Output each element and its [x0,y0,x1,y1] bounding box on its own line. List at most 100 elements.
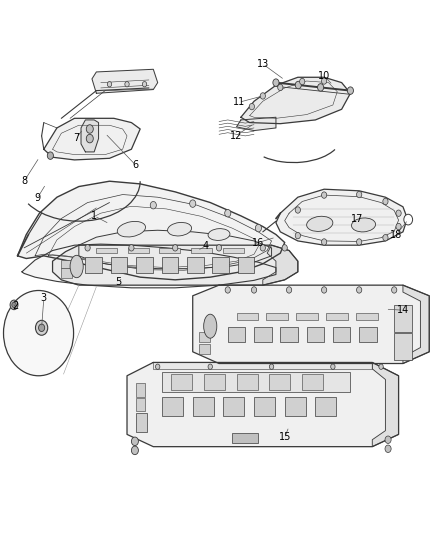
Bar [111,257,127,273]
Polygon shape [153,362,372,369]
Circle shape [142,82,147,87]
Circle shape [282,245,287,251]
Circle shape [392,287,397,293]
Bar [61,268,72,278]
Ellipse shape [117,221,145,237]
Circle shape [379,364,383,369]
Circle shape [85,245,90,251]
Text: 11: 11 [233,98,245,107]
Bar [394,333,412,360]
Bar [237,374,258,390]
Circle shape [39,324,45,332]
Polygon shape [44,118,140,160]
Circle shape [251,287,257,293]
Text: 10: 10 [318,71,330,80]
Bar [266,313,288,320]
Ellipse shape [208,229,230,240]
Polygon shape [403,285,429,364]
Bar [136,257,153,273]
Bar [162,257,178,273]
Ellipse shape [204,314,217,338]
Circle shape [273,79,279,86]
Bar [136,398,145,411]
Polygon shape [127,362,399,447]
Circle shape [295,232,300,239]
Ellipse shape [307,216,333,231]
Ellipse shape [70,255,83,278]
Bar [159,248,180,253]
Ellipse shape [168,222,191,236]
Bar [237,313,258,320]
Circle shape [269,364,274,369]
Bar [128,248,149,253]
Bar [96,248,117,253]
Circle shape [286,287,292,293]
Circle shape [47,152,53,159]
Circle shape [190,200,196,207]
Bar [356,313,378,320]
Polygon shape [276,189,407,245]
Bar [254,397,275,416]
Circle shape [249,103,254,110]
Bar [162,397,183,416]
Circle shape [129,245,134,251]
Bar [191,248,212,253]
Polygon shape [79,230,272,269]
Circle shape [347,87,353,94]
Circle shape [321,287,327,293]
Circle shape [86,134,93,143]
Polygon shape [250,81,337,118]
Circle shape [321,239,327,245]
Circle shape [131,446,138,455]
Polygon shape [53,245,298,285]
Text: 1: 1 [91,211,97,221]
Circle shape [260,245,265,251]
Circle shape [385,445,391,453]
Circle shape [12,302,16,308]
Circle shape [385,436,391,443]
Bar [394,305,412,332]
Text: 6: 6 [133,160,139,170]
Bar [199,344,210,354]
Bar [296,313,318,320]
Polygon shape [92,69,158,93]
Polygon shape [81,120,99,152]
Bar [280,327,298,342]
Bar [285,397,306,416]
Text: 17: 17 [351,214,363,223]
Text: 3: 3 [41,294,47,303]
Bar [212,257,229,273]
Polygon shape [18,181,285,280]
Polygon shape [22,244,276,288]
Bar [136,383,145,397]
Bar [204,374,225,390]
Bar [223,397,244,416]
Bar [302,374,323,390]
Text: 18: 18 [390,230,403,239]
Bar [223,248,244,253]
Circle shape [300,78,305,85]
Bar [187,257,204,273]
Circle shape [255,224,261,232]
Polygon shape [237,117,276,131]
Bar [162,372,350,392]
Circle shape [173,245,178,251]
Bar [315,397,336,416]
Bar [85,257,102,273]
Circle shape [150,201,156,209]
Circle shape [318,84,324,91]
Text: 12: 12 [230,131,242,141]
Polygon shape [372,362,399,447]
Circle shape [208,364,212,369]
Polygon shape [263,245,298,285]
Circle shape [216,245,222,251]
Text: 2: 2 [12,302,18,311]
Circle shape [396,210,401,216]
Text: 14: 14 [397,305,409,315]
Circle shape [225,287,230,293]
Circle shape [107,82,112,87]
Circle shape [295,207,300,213]
Circle shape [357,287,362,293]
Circle shape [396,223,401,230]
Text: 4: 4 [203,241,209,251]
